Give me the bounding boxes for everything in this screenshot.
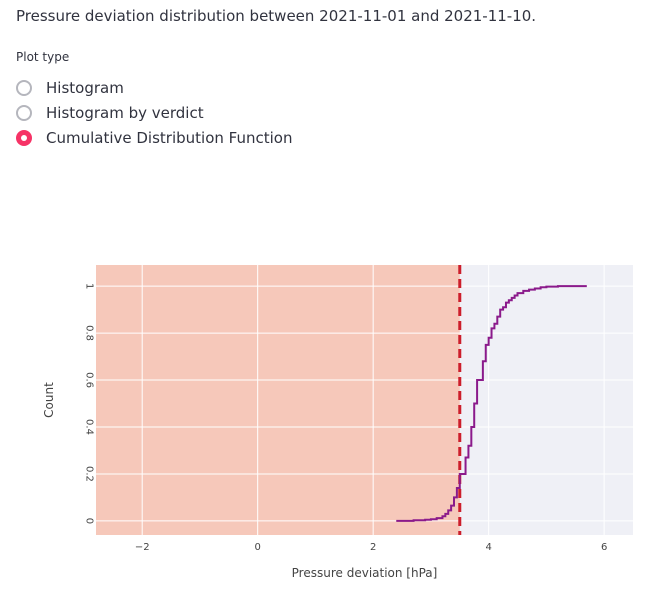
x-tick-label: 0 — [254, 542, 260, 553]
threshold-region — [96, 265, 460, 535]
radio-circle-icon[interactable] — [16, 129, 32, 146]
radio-label: Cumulative Distribution Function — [46, 128, 293, 147]
radio-circle-icon[interactable] — [16, 104, 32, 121]
radio-option-histogram-by-verdict[interactable]: Histogram by verdict — [16, 100, 292, 125]
x-axis-title: Pressure deviation [hPa] — [292, 566, 438, 580]
cdf-series-line — [396, 285, 587, 522]
plot-type-radio-group: Histogram Histogram by verdict Cumulativ… — [16, 75, 292, 150]
radio-circle-icon[interactable] — [16, 79, 32, 96]
y-tick-label: 0 — [84, 518, 95, 524]
x-tick-label: 4 — [485, 542, 491, 553]
x-tick-label: −2 — [135, 542, 150, 553]
x-tick-label: 2 — [370, 542, 376, 553]
y-tick-label: 0.8 — [84, 325, 95, 341]
y-tick-label: 0.6 — [84, 372, 95, 388]
radio-option-histogram[interactable]: Histogram — [16, 75, 292, 100]
y-axis-title: Count — [42, 382, 56, 418]
x-tick-label: 6 — [601, 542, 607, 553]
radio-option-cdf[interactable]: Cumulative Distribution Function — [16, 125, 292, 150]
y-tick-label: 0.2 — [84, 466, 95, 482]
intro-text: Pressure deviation distribution between … — [16, 7, 537, 25]
radio-label: Histogram — [46, 78, 124, 97]
y-tick-label: 1 — [84, 283, 95, 289]
radio-label: Histogram by verdict — [46, 103, 204, 122]
y-tick-label: 0.4 — [84, 419, 95, 435]
plot-type-label: Plot type — [16, 50, 70, 64]
